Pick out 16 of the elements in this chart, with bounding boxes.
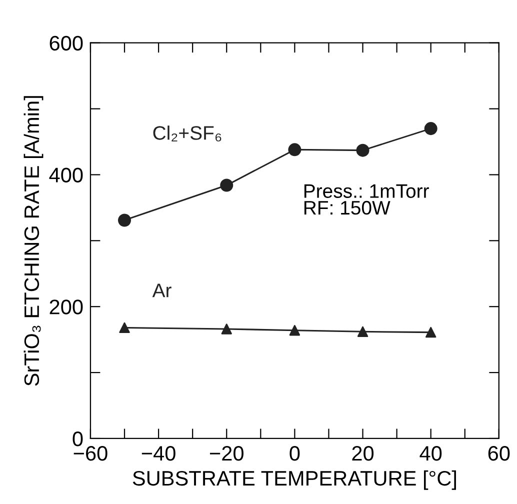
x-tick-label: 60 bbox=[488, 446, 510, 461]
series-label: Ar bbox=[152, 284, 172, 298]
x-tick-label: 40 bbox=[420, 446, 442, 461]
x-tick-label: −20 bbox=[210, 446, 244, 461]
x-axis-title: SUBSTRATE TEMPERATURE [°C] bbox=[132, 470, 456, 490]
y-tick-label: 600 bbox=[50, 36, 83, 51]
x-tick-label: 0 bbox=[290, 446, 300, 461]
y-tick-label: 400 bbox=[49, 168, 83, 182]
y-axis-title: SrTiO₃ ETCHING RATE [A/min] bbox=[24, 96, 44, 386]
y-tick-label: 0 bbox=[72, 431, 83, 446]
x-tick-label: −60 bbox=[74, 446, 108, 461]
annotation: Press.: 1mTorr RF: 150W bbox=[304, 184, 429, 215]
x-tick-label: 20 bbox=[352, 446, 374, 461]
series-label: Cl₂+SF₆ bbox=[153, 126, 222, 142]
y-tick-label: 200 bbox=[50, 300, 83, 314]
x-tick-label: −40 bbox=[142, 446, 176, 461]
